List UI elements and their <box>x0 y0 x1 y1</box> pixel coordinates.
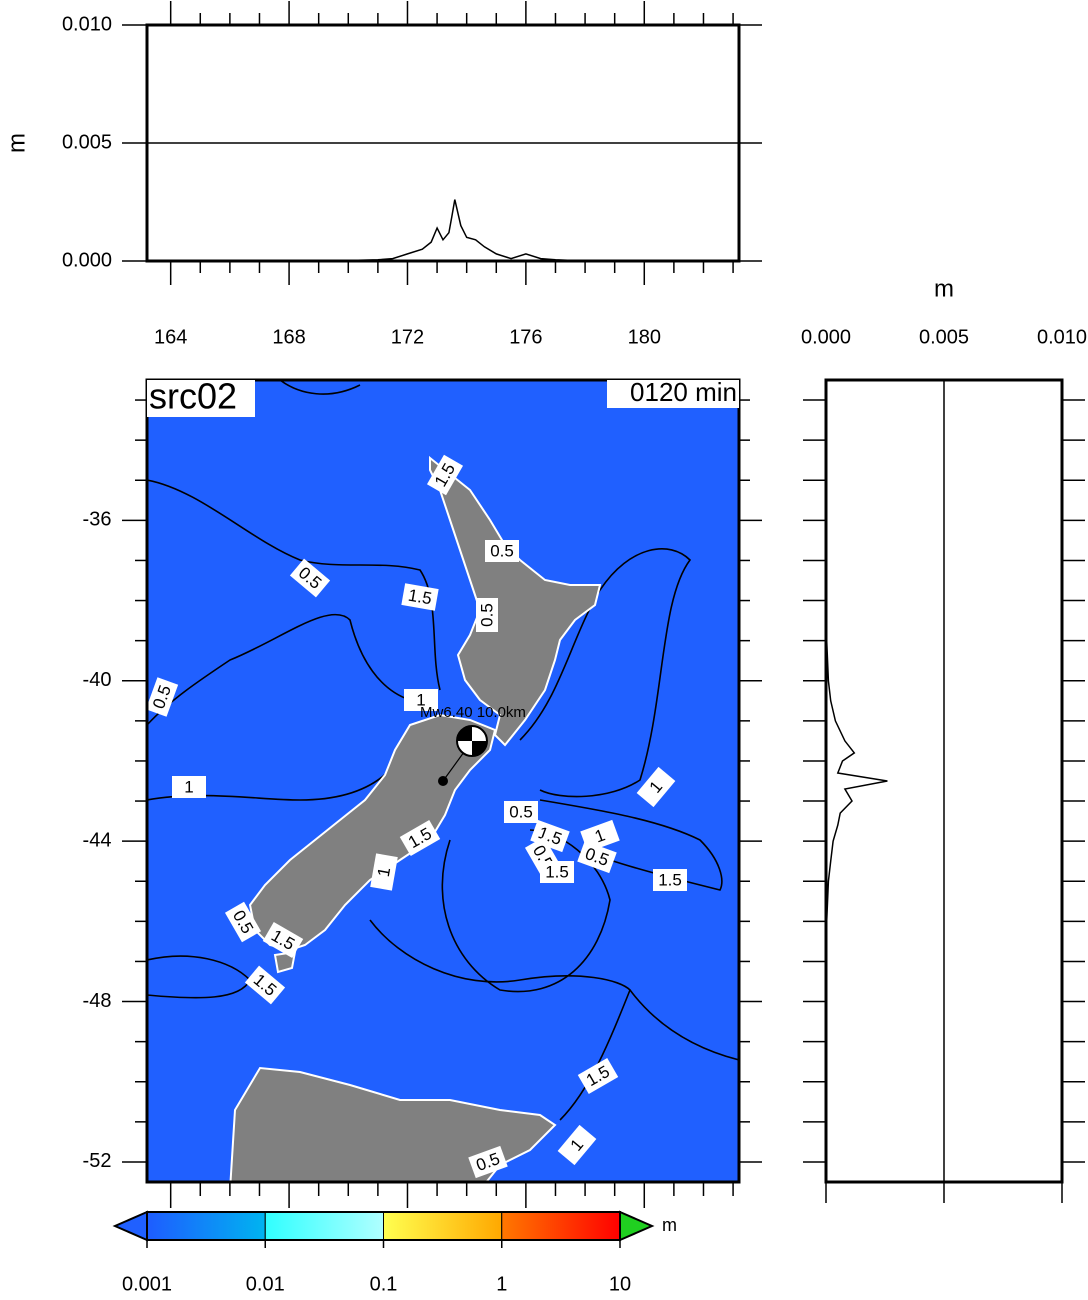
y-tick-label: -44 <box>83 829 112 851</box>
contour-label-bg <box>468 1145 508 1179</box>
contour-label-text: 1.5 <box>407 586 434 609</box>
colorbar-tick-label: 1 <box>496 1273 507 1295</box>
beachball-quad <box>457 726 487 756</box>
colorbar-unit: m <box>662 1215 677 1235</box>
x-tick-label: 180 <box>628 326 661 348</box>
x-axis-label: m <box>934 275 954 302</box>
y-tick-label: -48 <box>83 990 112 1012</box>
profile-line <box>318 199 586 262</box>
contour-label-bg <box>653 869 687 891</box>
contour-label-bg <box>577 1057 619 1095</box>
color-segment <box>501 1211 621 1241</box>
contour-label-bg <box>485 540 519 562</box>
contour-label-bg <box>224 901 262 943</box>
contour-label: 0.5 <box>485 540 519 562</box>
contour <box>629 989 739 1061</box>
contour-label-text: 0.5 <box>509 802 533 821</box>
under-triangle <box>112 1210 148 1242</box>
color-segment <box>146 1211 266 1241</box>
x-tick-label: 164 <box>154 326 187 348</box>
time-annotation: 0120 min <box>630 377 737 407</box>
y-tick-label: 0.010 <box>62 13 112 35</box>
y-tick-label: -52 <box>83 1150 112 1172</box>
contour <box>279 380 361 395</box>
contour-label-bg <box>557 1124 597 1166</box>
y-tick-label: -36 <box>83 509 112 531</box>
over-triangle <box>619 1210 655 1242</box>
frame <box>145 378 741 1184</box>
contour-label: 1 <box>557 1124 597 1166</box>
frame <box>824 378 1064 1184</box>
x-tick-label: 176 <box>509 326 542 348</box>
x-tick-label: 0.000 <box>801 326 851 348</box>
contour-label-bg <box>244 965 286 1005</box>
contour-label: 0.5 <box>504 801 538 823</box>
map-title: src02 <box>149 376 237 417</box>
contour-label-text: 0.5 <box>490 541 514 560</box>
contour-label-bg <box>401 583 439 611</box>
x-tick-label: 172 <box>391 326 424 348</box>
contour-label-text: 1 <box>416 690 425 709</box>
contour-label-text: 0.5 <box>477 603 496 627</box>
contour-label-bg <box>289 558 331 598</box>
contour-label: 1 <box>636 766 676 808</box>
contour-label: 1 <box>172 776 206 798</box>
contour-label: 1 <box>370 853 398 891</box>
contour-label-text: 1.5 <box>545 862 569 881</box>
color-segment <box>264 1211 384 1241</box>
event-label: Mw6.40 10.0km <box>420 704 526 721</box>
contour-label-bg <box>636 766 676 808</box>
x-tick-label: 0.010 <box>1037 326 1087 348</box>
epicenter <box>438 776 448 786</box>
contour-label-bg <box>370 853 398 891</box>
contour-label-bg <box>399 819 441 857</box>
profile-line <box>825 600 888 962</box>
contour-label-bg <box>577 840 617 874</box>
south-island <box>248 713 497 952</box>
contour-label-bg <box>404 689 438 711</box>
y-axis-label: m <box>3 133 30 153</box>
contour-label-bg <box>145 677 179 717</box>
contour-label-bg <box>540 861 574 883</box>
contour-label-bg <box>504 801 538 823</box>
contour-label: 1.5 <box>540 861 574 883</box>
contour-label-text: 1 <box>184 777 193 796</box>
colorbar-tick-label: 0.01 <box>246 1273 285 1295</box>
colorbar-tick-label: 0.1 <box>370 1273 398 1295</box>
y-tick-label: -40 <box>83 669 112 691</box>
title-bg <box>147 380 255 417</box>
x-tick-label: 0.005 <box>919 326 969 348</box>
contour-label-text: 1 <box>374 866 394 879</box>
contour <box>519 548 692 798</box>
annotation-bg <box>607 380 739 408</box>
y-tick-label: 0.005 <box>62 131 112 153</box>
contour-label-bg <box>476 598 498 632</box>
x-tick-label: 168 <box>272 326 305 348</box>
contour-label: 1.5 <box>401 583 439 611</box>
contour-label-bg <box>172 776 206 798</box>
color-segment <box>383 1211 503 1241</box>
contour-label-bg <box>426 454 464 496</box>
map-layer <box>147 380 739 1182</box>
contour-label: 0.5 <box>476 598 498 632</box>
frame <box>145 23 741 263</box>
colorbar-tick-label: 10 <box>609 1273 631 1295</box>
contour-label-bg <box>262 921 304 959</box>
contour-label: 1.5 <box>653 869 687 891</box>
contour <box>147 479 441 691</box>
contour-label-text: 1.5 <box>658 870 682 889</box>
colorbar-tick-label: 0.001 <box>122 1273 172 1295</box>
contour <box>147 613 411 726</box>
y-tick-label: 0.000 <box>62 249 112 271</box>
contour-label: 1 <box>404 689 438 711</box>
contour-label: 0.5 <box>577 840 617 874</box>
